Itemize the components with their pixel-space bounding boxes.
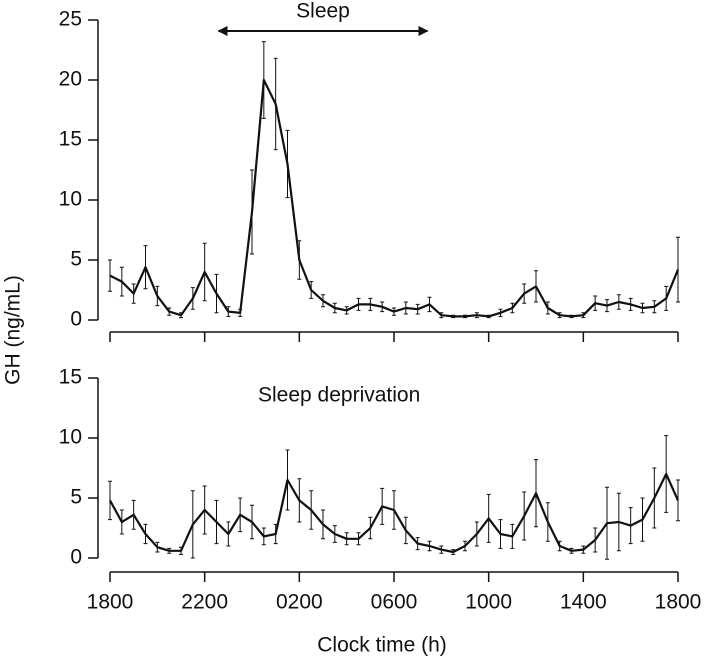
y-axis-label: GH (ng/mL): [2, 275, 25, 385]
x-tick-label: 2200: [181, 591, 228, 614]
y-tick-label: 10: [59, 188, 82, 211]
y-tick-label: 0: [70, 308, 82, 331]
y-tick-label: 5: [70, 486, 82, 509]
x-tick-label: 0600: [371, 591, 418, 614]
y-tick-label: 25: [59, 8, 82, 31]
x-axis-label: Clock time (h): [317, 634, 447, 657]
x-tick-label: 1400: [560, 591, 607, 614]
y-tick-label: 0: [70, 546, 82, 569]
annotation: Sleep: [296, 0, 350, 23]
line: [109, 472, 680, 554]
x-tick-label: 0200: [276, 591, 323, 614]
x-tick-label: 1800: [87, 591, 134, 614]
x-tick-label: 1000: [465, 591, 512, 614]
x-tick-label: 1800: [655, 591, 702, 614]
y-tick-label: 15: [59, 366, 82, 389]
line: [109, 78, 680, 318]
y-tick-label: 10: [59, 426, 82, 449]
y-tick-label: 15: [59, 128, 82, 151]
y-tick-label: 5: [70, 248, 82, 271]
annotation: Sleep deprivation: [258, 384, 420, 407]
y-tick-label: 20: [59, 68, 82, 91]
